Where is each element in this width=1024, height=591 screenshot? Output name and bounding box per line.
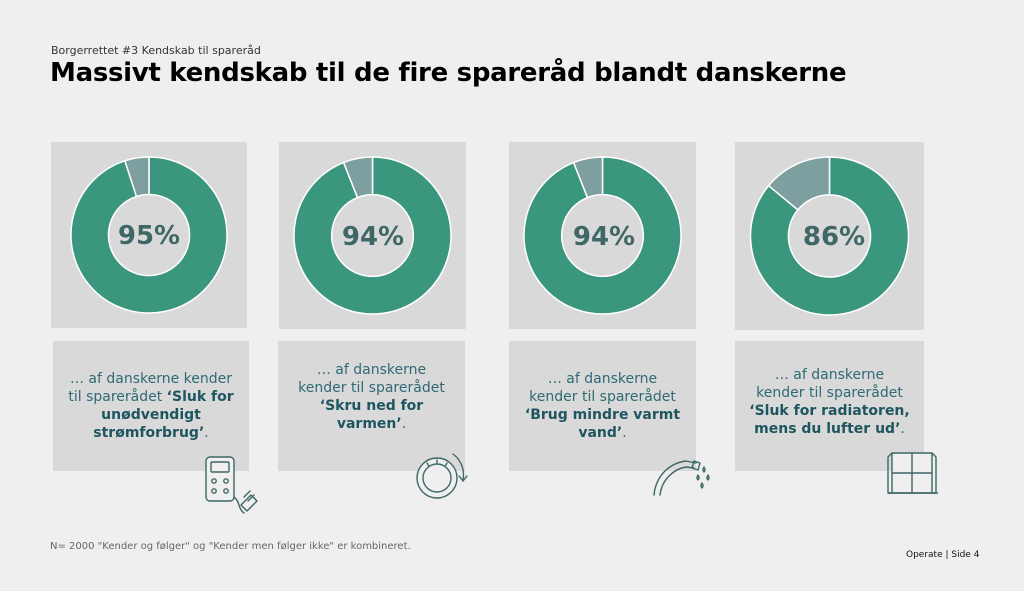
window-icon bbox=[887, 452, 938, 494]
donut-slice-known bbox=[749, 156, 910, 316]
desc-text: … af danskerne kender til sparerådet ‘Sl… bbox=[749, 367, 910, 437]
donut-panel-1: 95% bbox=[51, 142, 247, 328]
donut-slice-unknown bbox=[123, 156, 150, 198]
desc-card-3: … af danskerne kender til sparerådet ‘Br… bbox=[509, 341, 696, 471]
donut-slice-known bbox=[70, 156, 228, 314]
desc-card-2: … af danskerne kender til sparerådet ‘Sk… bbox=[278, 341, 465, 471]
donut-chart-3: 94% bbox=[523, 156, 682, 315]
donut-center-label: 86% bbox=[803, 222, 865, 252]
footnote: N= 2000 "Kender og følger" og "Kender me… bbox=[50, 541, 411, 552]
donut-chart-4: 86% bbox=[749, 156, 910, 316]
donut-slice-unknown bbox=[767, 156, 831, 211]
desc-text: … af danskerne kender til sparerådet ‘Sl… bbox=[68, 371, 234, 441]
donut-center-label: 94% bbox=[573, 222, 635, 252]
desc-card-1: … af danskerne kender til sparerådet ‘Sl… bbox=[53, 341, 249, 471]
power-meter-icon bbox=[205, 456, 258, 514]
donut-chart-2: 94% bbox=[293, 156, 452, 315]
slide-subtitle: Borgerrettet #3 Kendskab til spareråd bbox=[51, 44, 261, 57]
slide-title: Massivt kendskab til de fire spareråd bl… bbox=[50, 58, 847, 88]
donut-center-label: 94% bbox=[342, 222, 404, 252]
desc-text: … af danskerne kender til sparerådet ‘Br… bbox=[524, 371, 681, 441]
donut-chart-1: 95% bbox=[70, 156, 228, 314]
donut-panel-4: 86% bbox=[735, 142, 924, 330]
donut-panel-2: 94% bbox=[279, 142, 466, 329]
donut-slice-unknown bbox=[572, 156, 604, 199]
donut-slice-known bbox=[523, 156, 682, 315]
desc-card-4: … af danskerne kender til sparerådet ‘Sl… bbox=[735, 341, 924, 471]
donut-panel-3: 94% bbox=[509, 142, 696, 329]
donut-slice-known bbox=[293, 156, 452, 315]
thermostat-icon bbox=[416, 453, 468, 499]
desc-text: … af danskerne kender til sparerådet ‘Sk… bbox=[298, 362, 445, 432]
page-number: Operate | Side 4 bbox=[906, 550, 980, 560]
donut-center-label: 95% bbox=[118, 221, 180, 251]
donut-slice-unknown bbox=[342, 156, 374, 199]
shower-icon bbox=[653, 460, 710, 496]
